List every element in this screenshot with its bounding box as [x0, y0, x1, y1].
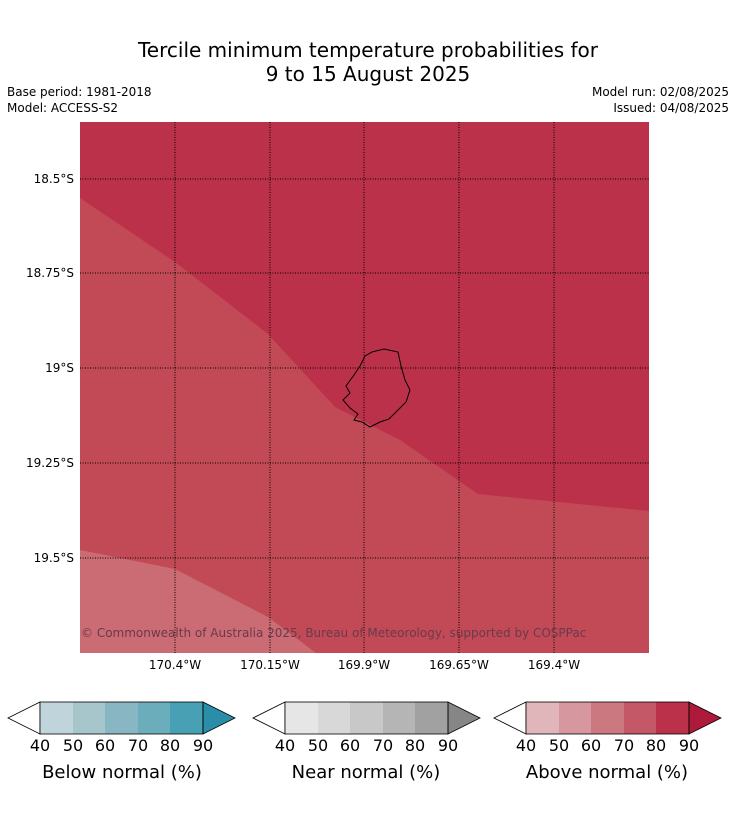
colorbar-tick: 60 — [581, 736, 601, 755]
colorbar-label: Near normal (%) — [292, 762, 441, 783]
colorbar-segment — [105, 702, 138, 734]
colorbar-below-normal: 40 50 60 70 80 90 Below normal (%) — [7, 701, 236, 783]
base-period: Base period: 1981-2018 — [7, 85, 152, 99]
lat-label: 18.75°S — [26, 266, 74, 280]
lon-label: 170.15°W — [240, 658, 300, 672]
model-run: Model run: 02/08/2025 — [591, 85, 729, 99]
model-name: Model: ACCESS-S2 — [7, 101, 119, 115]
issued-date: Issued: 04/08/2025 — [613, 101, 729, 115]
colorbar-tick: 50 — [308, 736, 328, 755]
colorbar-segment — [138, 702, 170, 734]
colorbar-extend-low — [493, 701, 527, 735]
island-outline — [342, 348, 411, 428]
colorbar-segment — [656, 702, 689, 734]
colorbar-segment — [40, 702, 73, 734]
colorbar-tick: 70 — [614, 736, 634, 755]
map-title: Tercile minimum temperature probabilitie… — [0, 38, 736, 86]
colorbar-tick: 50 — [549, 736, 569, 755]
lon-label: 170.4°W — [149, 658, 201, 672]
colorbar-extend-low — [252, 701, 286, 735]
colorbar-tick: 90 — [679, 736, 699, 755]
lon-label: 169.4°W — [528, 658, 580, 672]
colorbar-frame — [284, 701, 449, 735]
colorbar-above-normal: 40 50 60 70 80 90 Above normal (%) — [493, 701, 722, 783]
lon-label: 169.65°W — [429, 658, 489, 672]
colorbar-label: Above normal (%) — [526, 762, 688, 783]
meta-right: Model run: 02/08/2025 Issued: 04/08/2025 — [592, 84, 729, 116]
colorbar-tick: 80 — [646, 736, 666, 755]
colorbar-tick: 40 — [516, 736, 536, 755]
colorbar-tick: 40 — [275, 736, 295, 755]
longitude-labels: 170.4°W 170.15°W 169.9°W 169.65°W 169.4°… — [149, 658, 580, 672]
colorbar-tick: 40 — [30, 736, 50, 755]
colorbar-segment — [318, 702, 350, 734]
colorbar-tick: 60 — [340, 736, 360, 755]
colorbar-tick: 60 — [95, 736, 115, 755]
gridlines — [80, 122, 649, 653]
colorbar-frame — [39, 701, 204, 735]
region-above-60-70 — [80, 550, 316, 653]
colorbar-segment — [383, 702, 415, 734]
lat-label: 18.5°S — [34, 172, 74, 186]
lat-label: 19.25°S — [26, 456, 74, 470]
colorbar-extend-low — [7, 701, 41, 735]
meta-left: Base period: 1981-2018 Model: ACCESS-S2 — [7, 84, 152, 116]
lat-label: 19.5°S — [34, 551, 74, 565]
lat-label: 19°S — [45, 361, 74, 375]
colorbar-tick: 70 — [128, 736, 148, 755]
colorbar-segment — [591, 702, 624, 734]
colorbar-label: Below normal (%) — [42, 762, 202, 783]
colorbar-segment — [73, 702, 105, 734]
colorbar-segment — [350, 702, 383, 734]
map-panel: © Commonwealth of Australia 2025, Bureau… — [80, 122, 649, 653]
colorbar-segment — [415, 702, 448, 734]
colorbar-extend-high — [202, 701, 236, 735]
colorbar-segment — [526, 702, 559, 734]
colorbar-extend-high — [447, 701, 481, 735]
colorbar-tick: 90 — [193, 736, 213, 755]
colorbar-near-normal: 40 50 60 70 80 90 Near normal (%) — [252, 701, 481, 783]
colorbar-tick: 50 — [63, 736, 83, 755]
colorbar-extend-high — [688, 701, 722, 735]
colorbar-tick: 90 — [438, 736, 458, 755]
colorbar-segment — [285, 702, 318, 734]
colorbar-segment — [624, 702, 656, 734]
colorbar-tick: 70 — [373, 736, 393, 755]
copyright-text: © Commonwealth of Australia 2025, Bureau… — [81, 626, 586, 640]
colorbar-tick: 80 — [160, 736, 180, 755]
colorbar-tick: 80 — [405, 736, 425, 755]
colorbar-frame — [525, 701, 690, 735]
colorbar-segment — [559, 702, 591, 734]
title-line-2: 9 to 15 August 2025 — [265, 62, 471, 86]
colorbar-segment — [170, 702, 203, 734]
title-line-1: Tercile minimum temperature probabilitie… — [137, 38, 599, 62]
latitude-labels: 18.5°S 18.75°S 19°S 19.25°S 19.5°S — [26, 172, 74, 565]
lon-label: 169.9°W — [338, 658, 390, 672]
